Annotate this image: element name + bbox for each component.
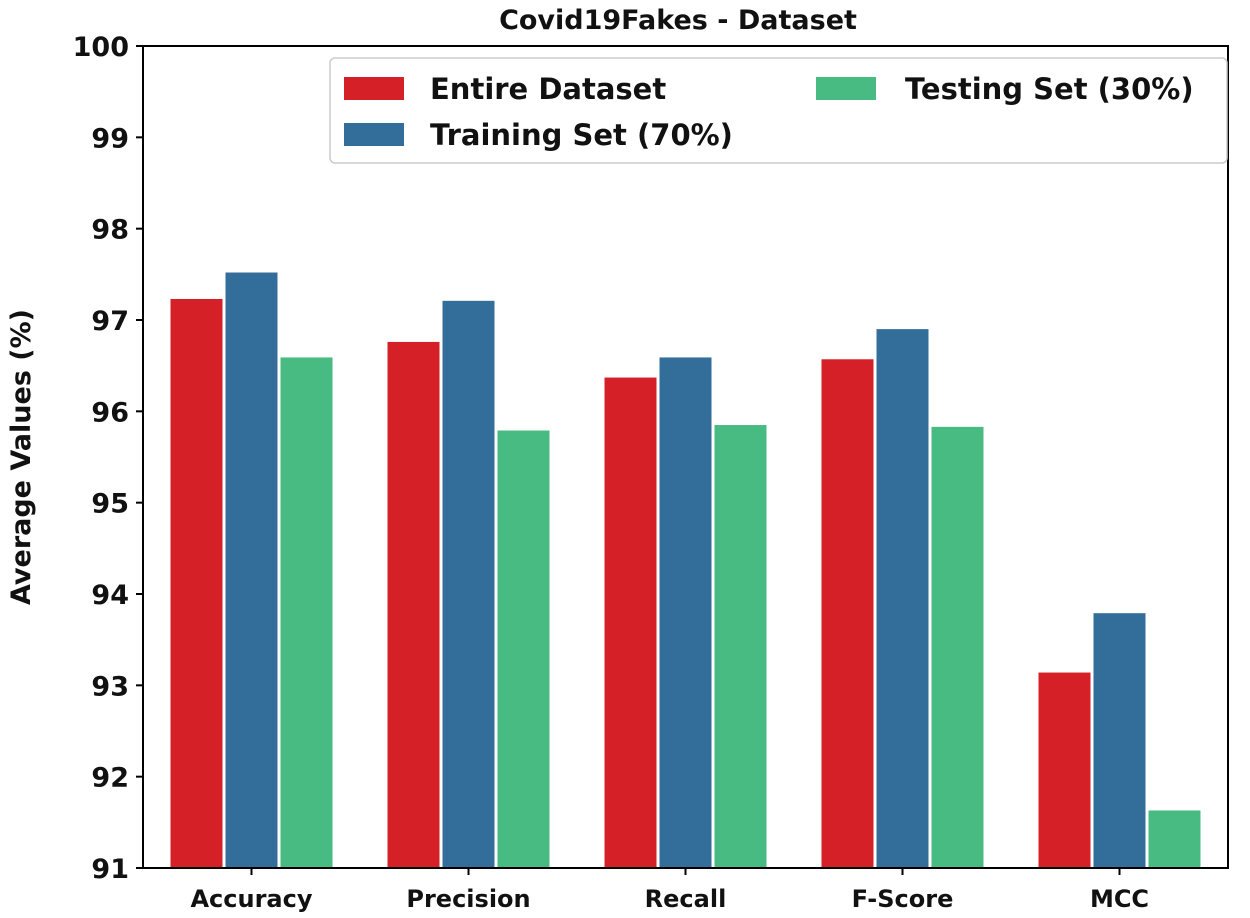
y-tick-label: 96 — [91, 397, 129, 428]
x-ticks-group: Accuracy Precision Recall F-Score MCC — [190, 868, 1149, 913]
x-tick-label-accuracy: Accuracy — [190, 885, 312, 913]
x-tick-label-mcc: MCC — [1090, 885, 1149, 913]
legend-box — [329, 57, 1228, 164]
y-tick-label: 99 — [91, 123, 129, 154]
legend-label-entire-dataset: Entire Dataset — [430, 72, 666, 106]
bar-mcc-testing-set-30 — [1148, 810, 1201, 868]
bar-precision-entire-dataset — [387, 341, 440, 868]
chart-title: Covid19Fakes - Dataset — [499, 5, 857, 36]
y-tick-label: 91 — [91, 854, 129, 885]
y-tick-label: 92 — [91, 763, 129, 794]
bar-f-score-testing-set-30 — [931, 426, 984, 868]
bar-recall-testing-set-30 — [714, 425, 767, 868]
legend-label-training-set: Training Set (70%) — [430, 118, 733, 152]
plot-frame — [142, 45, 1229, 869]
y-tick-label: 98 — [91, 215, 129, 246]
bar-f-score-entire-dataset — [821, 359, 874, 868]
y-tick-label: 93 — [91, 671, 129, 702]
legend: Entire Dataset Training Set (70%) Testin… — [329, 57, 1228, 164]
bar-mcc-training-set-70 — [1093, 613, 1146, 868]
bar-accuracy-training-set-70 — [225, 272, 278, 868]
bar-precision-testing-set-30 — [497, 430, 550, 868]
y-tick-label: 95 — [91, 489, 129, 520]
bars-group — [170, 272, 1201, 869]
bar-accuracy-testing-set-30 — [280, 357, 333, 868]
legend-swatch-training-set — [344, 123, 404, 146]
x-tick-label-recall: Recall — [645, 885, 727, 913]
x-tick-label-f-score: F-Score — [852, 885, 954, 913]
bar-accuracy-entire-dataset — [170, 298, 223, 868]
y-tick-label: 94 — [91, 580, 129, 611]
bar-recall-entire-dataset — [604, 377, 657, 868]
y-ticks-group: 91 92 93 94 95 96 97 98 99 100 — [73, 32, 143, 885]
legend-swatch-testing-set — [816, 77, 876, 100]
legend-label-testing-set: Testing Set (30%) — [905, 72, 1194, 106]
y-tick-label: 100 — [73, 32, 129, 63]
bar-f-score-training-set-70 — [876, 329, 929, 869]
bar-precision-training-set-70 — [442, 300, 495, 868]
y-tick-label: 97 — [91, 306, 129, 337]
y-axis-label: Average Values (%) — [6, 309, 37, 605]
bar-mcc-entire-dataset — [1038, 672, 1091, 868]
legend-swatch-entire-dataset — [344, 77, 404, 100]
bar-recall-training-set-70 — [659, 357, 712, 868]
x-tick-label-precision: Precision — [406, 885, 530, 913]
